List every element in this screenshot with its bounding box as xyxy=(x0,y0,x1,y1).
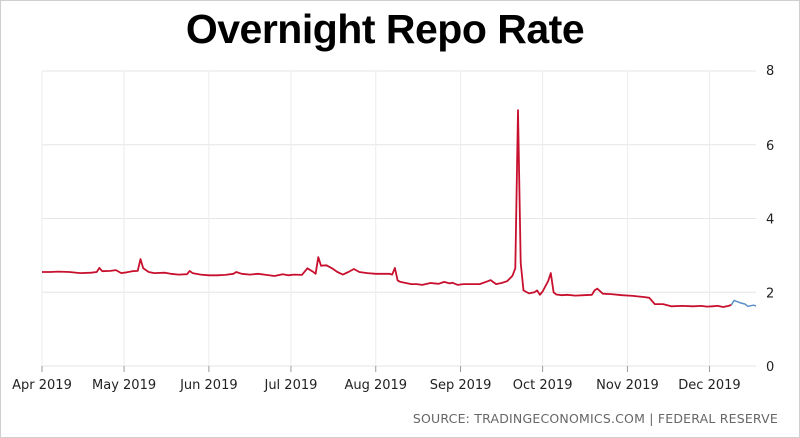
y-tick-label: 0 xyxy=(766,360,774,375)
chart-title: Overnight Repo Rate xyxy=(185,6,585,52)
y-tick-label: 8 xyxy=(766,64,774,79)
x-tick-label: May 2019 xyxy=(92,378,156,393)
y-tick-label: 2 xyxy=(766,286,774,301)
y-tick-label: 6 xyxy=(766,139,774,154)
x-tick-label: Jun 2019 xyxy=(179,378,238,393)
source-note: SOURCE: TRADINGECONOMICS.COM | FEDERAL R… xyxy=(412,411,778,426)
repo-rate-line xyxy=(42,109,732,308)
x-tick-label: Dec 2019 xyxy=(678,378,740,393)
x-axis-ticks: Apr 2019 May 2019 Jun 2019 Jul 2019 Aug 2019… xyxy=(12,366,741,393)
x-tick-label: Apr 2019 xyxy=(12,378,72,393)
grid-lines xyxy=(41,70,756,367)
y-tick-label: 4 xyxy=(766,213,774,228)
x-tick-label: Sep 2019 xyxy=(430,378,492,393)
y-axis-ticks: 0 2 4 6 8 xyxy=(766,64,774,375)
series-lines xyxy=(42,109,757,308)
x-tick-label: Nov 2019 xyxy=(596,378,659,393)
x-tick-label: Aug 2019 xyxy=(344,378,407,393)
x-tick-label: Oct 2019 xyxy=(513,378,573,393)
x-tick-label: Jul 2019 xyxy=(263,378,317,393)
forecast-line xyxy=(730,299,757,308)
